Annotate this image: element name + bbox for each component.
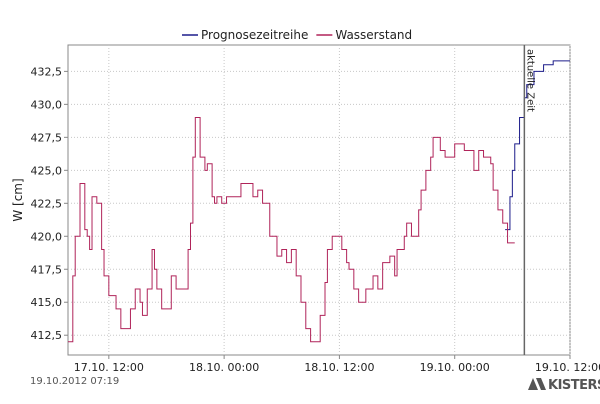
x-tick-label: 18.10. 00:00 bbox=[189, 361, 259, 374]
y-tick-label: 425,0 bbox=[31, 164, 63, 177]
y-tick-label: 432,5 bbox=[31, 65, 63, 78]
x-tick-label: 19.10. 12:00 bbox=[535, 361, 600, 374]
y-tick-label: 412,5 bbox=[31, 329, 63, 342]
x-tick-label: 19.10. 00:00 bbox=[420, 361, 490, 374]
y-tick-label: 422,5 bbox=[31, 197, 63, 210]
data-line bbox=[505, 60, 570, 231]
legend-label: Wasserstand bbox=[335, 28, 412, 42]
legend: Prognosezeitreihe Wasserstand bbox=[182, 28, 412, 42]
plot-frame bbox=[67, 44, 571, 356]
data-line bbox=[68, 117, 515, 343]
y-tick-label: 417,5 bbox=[31, 263, 63, 276]
brand-logo bbox=[528, 378, 546, 390]
y-tick-label: 415,0 bbox=[31, 296, 63, 309]
y-axis-label: W [cm] bbox=[11, 178, 25, 221]
now-label: aktuelle Zeit bbox=[524, 49, 535, 112]
y-tick-label: 430,0 bbox=[31, 98, 63, 111]
x-tick-label: 18.10. 12:00 bbox=[304, 361, 374, 374]
timestamp: 19.10.2012 07:19 bbox=[30, 376, 119, 387]
y-tick-label: 427,5 bbox=[31, 131, 63, 144]
legend-label: Prognosezeitreihe bbox=[201, 28, 308, 42]
brand: KISTERS bbox=[548, 378, 600, 393]
x-tick-label: 17.10. 12:00 bbox=[74, 361, 144, 374]
y-tick-label: 420,0 bbox=[31, 230, 63, 243]
